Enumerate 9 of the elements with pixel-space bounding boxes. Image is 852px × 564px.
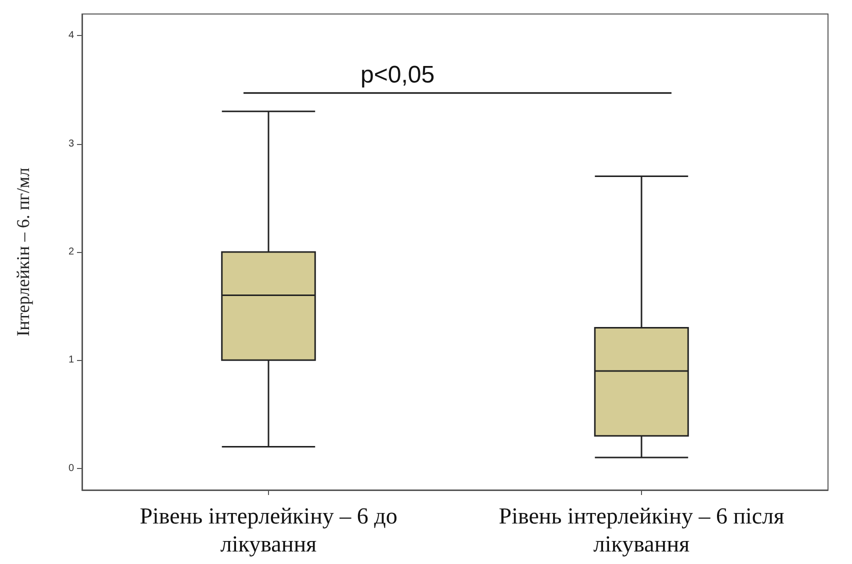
y-tick-label: 4 [68,30,74,42]
y-tick-label: 2 [68,246,74,258]
y-tick-label: 0 [68,462,74,474]
y-tick-label: 3 [68,138,74,150]
x-tick-label: Рівень інтерлейкіну – 6 до лікування [140,504,398,556]
x-tick-label: Рівень інтерлейкіну – 6 після лікування [498,504,785,556]
annotation: p<0,05 [360,61,435,88]
y-axis-title: Інтерлейкін – 6. пг/мл [13,168,33,336]
y-tick-label: 1 [68,354,74,366]
